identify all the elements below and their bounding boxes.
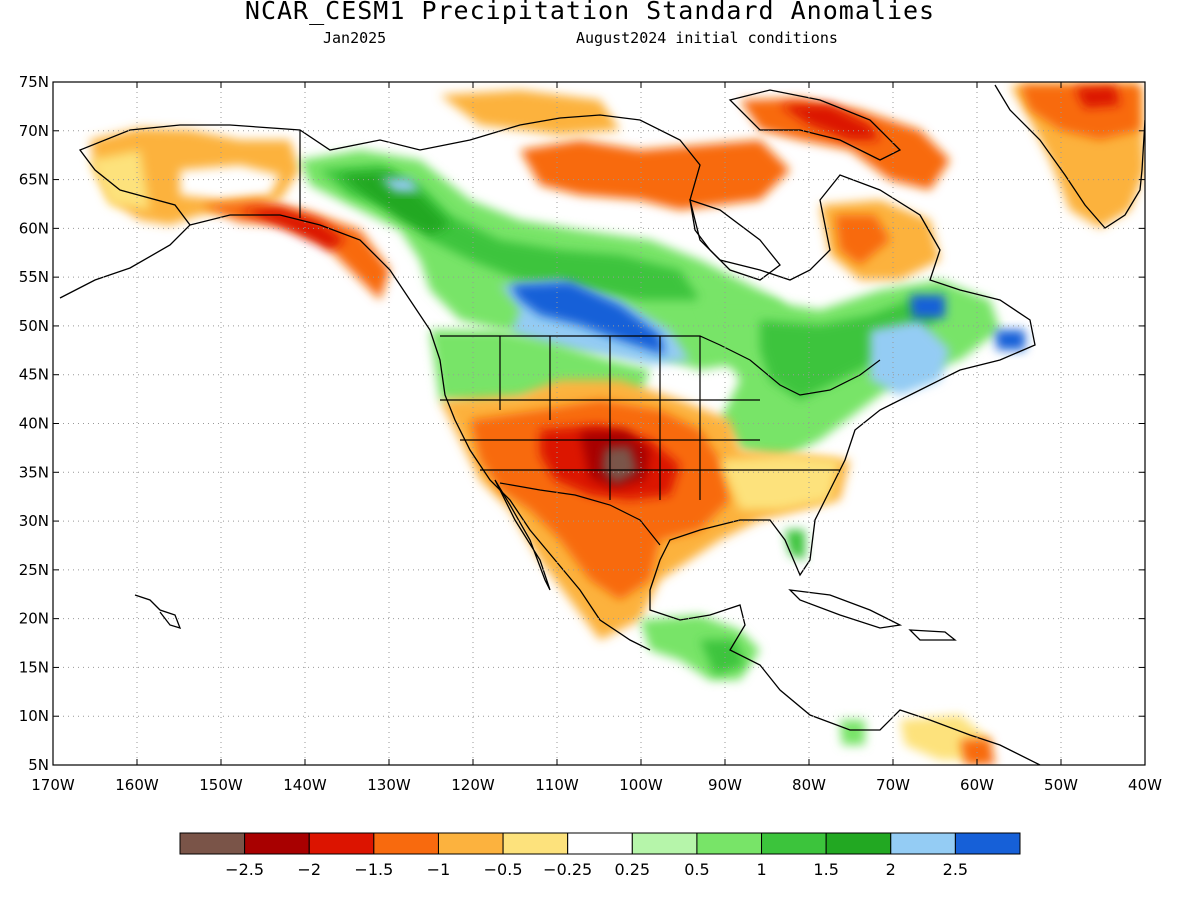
anomaly-alaska-white-core (180, 165, 280, 200)
lon-tick-label: 40W (1128, 776, 1162, 794)
colorbar-label: −1.5 (354, 860, 393, 879)
colorbar-label: 1.5 (813, 860, 838, 879)
lon-tick-label: 150W (199, 776, 243, 794)
anomaly-alaska-yellow (90, 150, 150, 210)
anomaly-yukon-deep (340, 172, 450, 235)
colorbar-label: −0.5 (484, 860, 523, 879)
coastline-hawaii (134, 594, 182, 630)
border-us-states-1 (499, 336, 701, 500)
lat-tick-label: 15N (19, 658, 49, 676)
colorbar-label: 2.5 (943, 860, 968, 879)
colorbar-swatch (954, 832, 1021, 855)
colorbar-label: 0.5 (684, 860, 709, 879)
anomaly-gulfcoast-yellow (720, 455, 840, 510)
graticule (53, 82, 1145, 765)
colorbar-swatch (179, 832, 246, 855)
border-us-mexico (499, 482, 661, 546)
lon-tick-label: 60W (960, 776, 994, 794)
lat-tick-label: 35N (19, 463, 49, 481)
anomaly-venezuela-orange (960, 738, 995, 765)
coastline-west-coast (189, 214, 651, 651)
coastline-baffin (728, 89, 902, 161)
lon-tick-label: 140W (283, 776, 327, 794)
lon-tick-label: 110W (535, 776, 579, 794)
lon-tick-label: 100W (619, 776, 663, 794)
lat-tick-label: 70N (19, 122, 49, 140)
colorbar-label: 0.25 (614, 860, 650, 879)
colorbar-label: 2 (886, 860, 896, 879)
lat-tick-label: 45N (19, 366, 49, 384)
anomaly-nwt-lightblue (380, 178, 420, 192)
lon-tick-label: 130W (367, 776, 411, 794)
colorbar-swatch (437, 832, 504, 855)
colorbar-swatch (825, 832, 892, 855)
colorbar-swatch (761, 832, 827, 855)
lon-tick-label: 170W (31, 776, 75, 794)
lat-tick-label: 75N (19, 73, 49, 91)
colorbar: −2.5 −2 −1.5 −1 −0.5 −0.25 0.25 0.5 1 1.5 2 2.5 (179, 832, 1021, 879)
map-title: NCAR_CESM1 Precipitation Standard Anomal… (244, 0, 936, 25)
lat-tick-label: 25N (19, 561, 49, 579)
anomaly-gulf-alaska (200, 200, 390, 300)
anomaly-plains-brown (602, 446, 638, 484)
forecast-month: Jan2025 (323, 29, 387, 47)
anomaly-arctic-islands (440, 90, 620, 135)
lon-tick-label: 120W (451, 776, 495, 794)
colorbar-swatch (502, 832, 569, 855)
border-us-canada (440, 335, 881, 396)
axis-ticks: 5N 10N 15N 20N 25N 30N 35N 40N 45N 50N 55N 60N 65N 70… (19, 73, 1162, 794)
anomaly-gulf-alaska-core (240, 208, 345, 250)
coastline-cuba (788, 589, 903, 629)
colorbar-swatch (890, 832, 956, 855)
anomaly-quebec-dry (520, 140, 790, 210)
anomaly-greenland-red (1075, 86, 1120, 108)
lon-tick-label: 80W (792, 776, 826, 794)
lon-tick-label: 160W (115, 776, 159, 794)
coastline-hudson-bay (689, 199, 781, 281)
anomaly-panama-green (840, 720, 865, 745)
political-borders (299, 130, 881, 546)
colorbar-label: −2 (297, 860, 321, 879)
lat-tick-label: 30N (19, 512, 49, 530)
colorbar-label: 1 (756, 860, 766, 879)
border-us-states-2 (440, 399, 840, 471)
anomaly-newfoundland-blue2 (995, 330, 1025, 350)
lon-tick-label: 50W (1044, 776, 1078, 794)
anomaly-newengland-light (870, 320, 950, 395)
anomaly-centralamerica-core (700, 640, 745, 675)
lat-tick-label: 50N (19, 317, 49, 335)
colorbar-swatch (308, 832, 375, 855)
lat-tick-label: 40N (19, 415, 49, 433)
lat-tick-label: 20N (19, 610, 49, 628)
colorbar-swatch (567, 832, 633, 855)
colorbar-swatch (631, 832, 698, 855)
anomaly-south-orange (470, 400, 730, 600)
colorbar-swatch (244, 832, 310, 855)
lat-tick-label: 60N (19, 219, 49, 237)
lat-tick-label: 5N (28, 756, 49, 774)
lon-tick-label: 90W (708, 776, 742, 794)
colorbar-swatch (696, 832, 763, 855)
colorbar-label: −0.25 (543, 860, 592, 879)
anomaly-newfoundland-blue (910, 295, 945, 318)
lat-tick-label: 10N (19, 707, 49, 725)
colorbar-swatch (373, 832, 439, 855)
initial-conditions: August2024 initial conditions (576, 29, 838, 47)
lat-tick-label: 55N (19, 268, 49, 286)
colorbar-label: −2.5 (225, 860, 264, 879)
lon-tick-label: 70W (876, 776, 910, 794)
anomaly-labrador-core (835, 215, 890, 265)
lat-tick-label: 65N (19, 171, 49, 189)
anomaly-baffin-dry (740, 98, 950, 190)
coastline-baja (494, 479, 551, 591)
anomaly-prairies-blue (510, 282, 665, 355)
anomaly-baffin-core (780, 105, 880, 140)
coastline-hispaniola (908, 629, 957, 641)
anomaly-shading (90, 85, 1145, 765)
colorbar-label: −1 (427, 860, 451, 879)
